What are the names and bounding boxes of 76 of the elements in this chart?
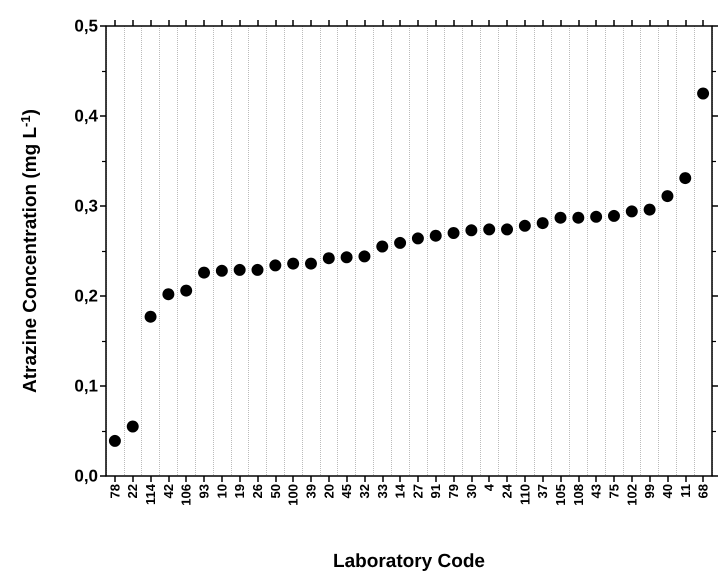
x-tick-label: 32 [356,484,372,498]
point [144,310,157,323]
point [304,258,317,270]
point [162,288,174,300]
point [661,190,674,202]
point [448,227,460,239]
y-tick-label: 0,5 [74,16,98,36]
x-tick-label: 30 [464,484,479,498]
x-tick-label: 11 [678,484,693,498]
point [126,420,139,432]
point [340,251,353,264]
x-tick-label: 91 [428,484,444,498]
x-tick-label: 43 [588,484,604,498]
x-tick-label: 79 [446,484,462,498]
point [536,217,549,230]
x-tick-label: 50 [268,484,283,498]
point [430,230,442,242]
x-tick-label: 40 [660,484,675,498]
point [501,223,514,236]
point [287,258,300,270]
point [644,204,656,216]
x-tick-label: 20 [321,484,336,498]
y-tick-label: 0,1 [74,376,98,396]
point [679,172,692,184]
x-tick-label: 24 [500,483,515,498]
x-tick-label: 45 [339,484,354,498]
point [322,252,335,264]
x-tick-label: 22 [125,484,140,498]
x-tick-label: 78 [107,484,122,498]
x-tick-label: 93 [196,484,212,498]
x-tick-label: 110 [517,484,532,505]
point [180,284,192,297]
point [626,205,638,218]
x-tick-label: 100 [286,484,301,506]
point [483,223,496,236]
x-tick-label: 37 [535,484,550,498]
point [697,88,710,100]
x-tick-label: 102 [624,484,640,506]
y-axis-title: Atrazine Concentration (mg L-1) [18,109,41,393]
x-tick-label: 39 [303,484,318,498]
x-tick-label: 114 [143,483,158,505]
point [465,224,478,236]
x-tick-label: 108 [570,484,586,506]
point [590,210,602,223]
x-tick-label: 105 [553,484,568,506]
x-tick-label: 42 [160,484,176,498]
point [394,236,406,249]
y-tick-label: 0,4 [74,106,99,126]
point [234,264,246,276]
point [412,232,424,244]
x-tick-label: 27 [410,484,426,498]
point [376,240,388,252]
x-tick-label: 14 [392,483,408,498]
x-tick-label: 33 [374,484,390,498]
point [554,212,566,224]
point [108,434,121,447]
x-tick-label: 106 [178,484,194,506]
point [198,266,210,279]
y-tick-label: 0,2 [74,286,98,306]
y-tick-label: 0,3 [74,196,98,216]
y-tick-label: 0,0 [74,466,98,486]
x-tick-label: 10 [214,484,230,498]
x-tick-label: 99 [642,484,658,498]
point [358,250,370,262]
x-tick-label: 4 [482,483,497,492]
x-tick-label: 26 [250,484,265,498]
x-axis-title: Laboratory Code [332,551,486,572]
x-tick-label: 19 [232,484,248,498]
point [518,220,531,232]
point [572,212,584,224]
point [252,264,264,276]
point [269,259,282,272]
x-tick-label: 68 [696,484,711,498]
point [608,210,620,222]
point [216,264,228,277]
x-tick-label: 75 [606,484,622,498]
